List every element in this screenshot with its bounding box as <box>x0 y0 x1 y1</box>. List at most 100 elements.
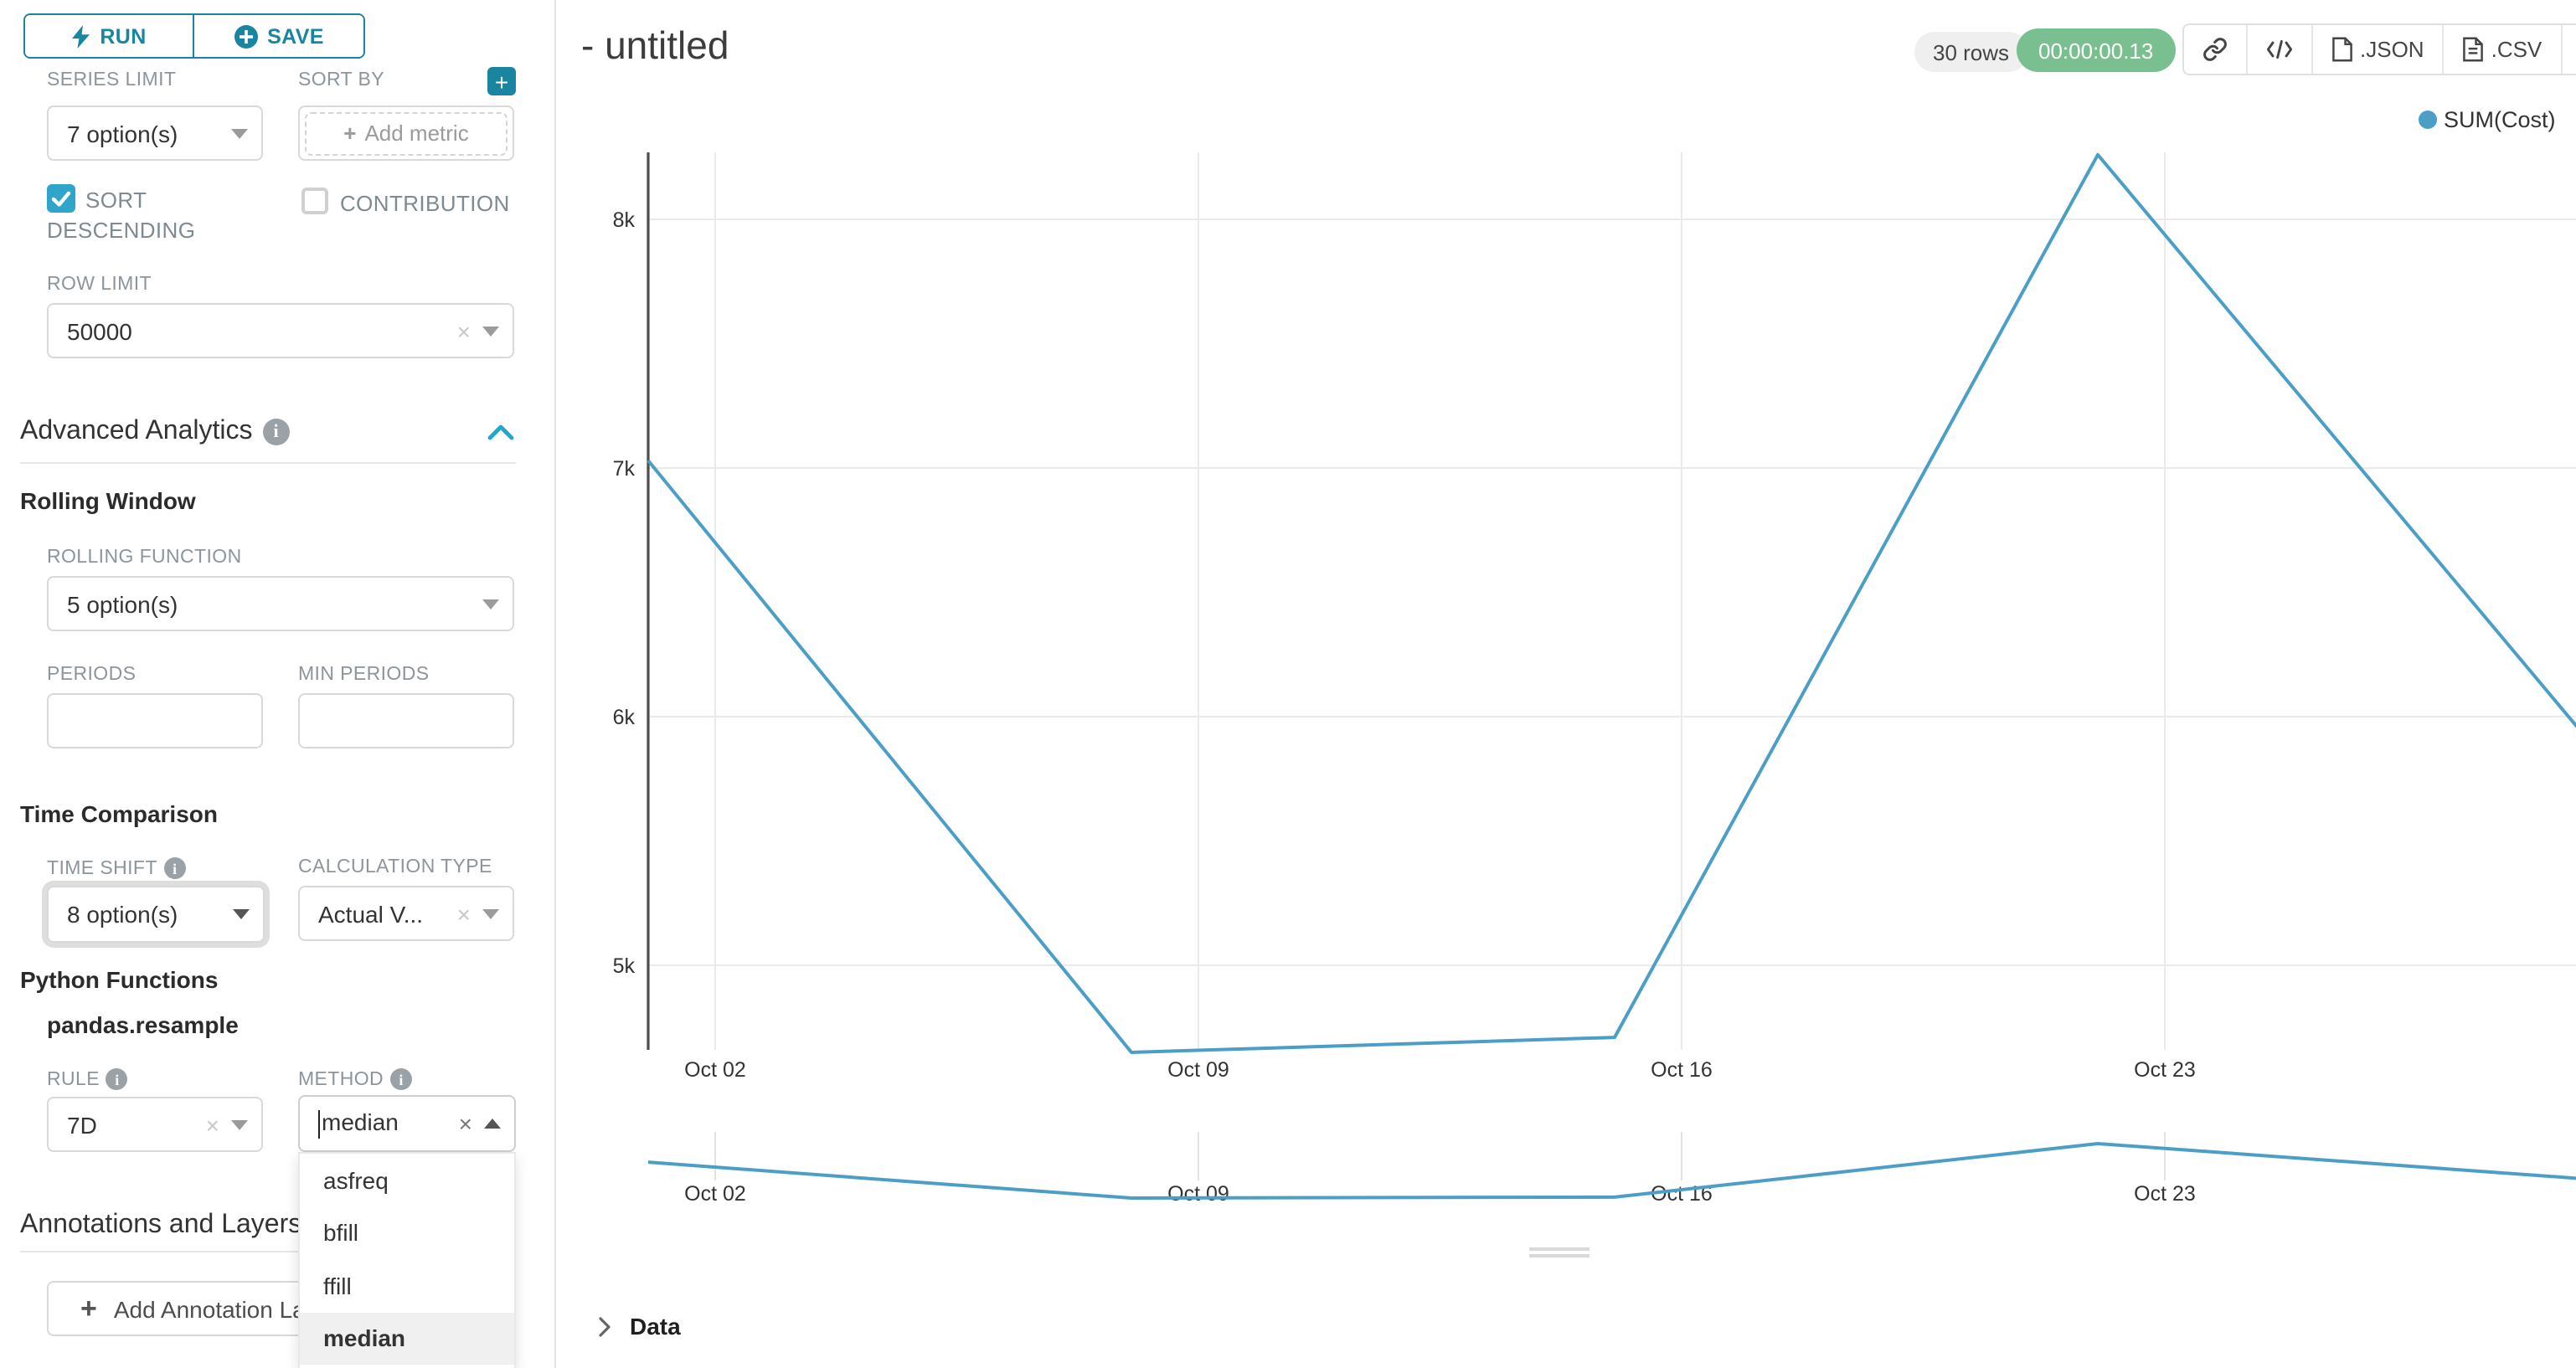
section-divider <box>20 1251 516 1252</box>
advanced-analytics-header[interactable]: Advanced Analytics i <box>20 417 290 447</box>
clear-icon[interactable]: × <box>456 317 471 344</box>
clear-icon[interactable]: × <box>458 1110 472 1137</box>
add-metric-label: Add metric <box>364 121 469 146</box>
run-button[interactable]: RUN <box>25 15 193 57</box>
chart-title[interactable]: - untitled <box>581 23 729 67</box>
python-functions-title: Python Functions <box>20 966 219 993</box>
svg-text:7k: 7k <box>613 457 636 481</box>
legend[interactable]: SUM(Cost) <box>2419 107 2556 132</box>
collapse-chevron-up-icon[interactable] <box>487 424 514 440</box>
save-button[interactable]: SAVE <box>193 15 363 57</box>
svg-text:8k: 8k <box>613 208 636 232</box>
sort-descending-label-2: DESCENDING <box>47 218 196 243</box>
svg-text:Oct 09: Oct 09 <box>1167 1058 1229 1082</box>
embed-code-button[interactable] <box>2246 25 2311 74</box>
pane-drag-handle[interactable] <box>1529 1247 1589 1251</box>
data-panel-toggle[interactable]: Data <box>598 1313 681 1340</box>
time-shift-select[interactable]: 8 option(s) <box>47 886 265 943</box>
info-icon[interactable]: i <box>390 1068 413 1090</box>
time-shift-label: TIME SHIFT i <box>47 857 186 879</box>
file-csv-icon <box>2463 37 2484 62</box>
svg-text:6k: 6k <box>613 706 636 729</box>
chevron-down-icon <box>231 1119 248 1129</box>
method-select[interactable]: median × <box>298 1095 516 1152</box>
copy-link-button[interactable] <box>2184 25 2246 74</box>
method-dropdown-menu: asfreq bfill ffill median <box>298 1152 516 1368</box>
method-input-value: median <box>318 1108 459 1139</box>
clear-icon[interactable]: × <box>205 1111 219 1138</box>
data-panel-label: Data <box>630 1313 681 1340</box>
periods-label: PERIODS <box>47 665 137 685</box>
chevron-down-icon <box>482 908 499 918</box>
method-label: METHOD i <box>298 1068 413 1090</box>
export-json-button[interactable]: .JSON <box>2311 25 2443 74</box>
periods-input[interactable] <box>47 693 263 748</box>
plus-icon: + <box>80 1293 97 1324</box>
calculation-type-value: Actual V... <box>318 900 424 927</box>
export-csv-label: .CSV <box>2491 37 2543 62</box>
sort-by-label: SORT BY <box>298 70 384 90</box>
row-limit-value: 50000 <box>67 317 132 344</box>
add-metric-plus-button[interactable]: + <box>487 67 516 95</box>
svg-text:Oct 02: Oct 02 <box>684 1182 746 1206</box>
info-icon[interactable]: i <box>106 1068 128 1090</box>
rule-select[interactable]: 7D × <box>47 1097 263 1152</box>
rows-badge: 30 rows <box>1914 32 2028 72</box>
rule-label-text: RULE <box>47 1069 100 1089</box>
pane-drag-handle[interactable] <box>1529 1254 1589 1257</box>
pandas-resample-label: pandas.resample <box>47 1011 239 1038</box>
legend-dot-icon <box>2419 111 2437 129</box>
line-chart[interactable]: 8k 7k 6k 5k Oct 02 Oct 09 Oct 16 Oct 23 Oct 02 Oc… <box>556 0 2576 1368</box>
add-metric-ghost-button[interactable]: + Add metric <box>305 111 507 155</box>
series-limit-value: 7 option(s) <box>67 120 178 147</box>
clear-icon[interactable]: × <box>456 900 471 927</box>
export-csv-button[interactable]: .CSV <box>2442 25 2561 74</box>
timer-badge: 00:00:00.13 <box>2017 28 2176 72</box>
text-cursor <box>318 1109 320 1139</box>
svg-text:Oct 02: Oct 02 <box>684 1058 746 1082</box>
save-label: SAVE <box>267 24 324 48</box>
svg-text:Oct 16: Oct 16 <box>1651 1058 1713 1082</box>
time-shift-value: 8 option(s) <box>67 901 178 928</box>
rolling-function-select[interactable]: 5 option(s) <box>47 576 514 631</box>
svg-text:Oct 23: Oct 23 <box>2134 1058 2196 1082</box>
method-option-asfreq[interactable]: asfreq <box>323 1166 389 1194</box>
sort-by-select[interactable]: + Add metric <box>298 105 514 161</box>
chevron-up-icon <box>484 1119 501 1129</box>
contribution-label: CONTRIBUTION <box>340 191 510 216</box>
rolling-window-title: Rolling Window <box>20 487 196 514</box>
svg-text:5k: 5k <box>613 954 636 978</box>
method-label-text: METHOD <box>298 1069 384 1089</box>
chevron-down-icon <box>231 128 248 138</box>
chevron-down-icon <box>482 326 499 336</box>
file-json-icon <box>2332 37 2352 62</box>
rolling-function-label: ROLLING FUNCTION <box>47 548 242 568</box>
check-icon <box>51 191 71 207</box>
row-limit-select[interactable]: 50000 × <box>47 303 514 358</box>
min-periods-input[interactable] <box>298 693 514 748</box>
run-save-button-group: RUN SAVE <box>23 13 365 59</box>
plus-circle-icon <box>234 24 258 48</box>
row-limit-label: ROW LIMIT <box>47 275 152 295</box>
calculation-type-select[interactable]: Actual V... × <box>298 886 514 941</box>
code-icon <box>2266 39 2293 59</box>
svg-text:Oct 23: Oct 23 <box>2134 1182 2196 1206</box>
export-json-label: .JSON <box>2360 37 2424 62</box>
series-limit-select[interactable]: 7 option(s) <box>47 105 263 161</box>
method-option-ffill[interactable]: ffill <box>323 1272 352 1299</box>
method-option-median[interactable]: median <box>300 1312 514 1365</box>
contribution-checkbox[interactable] <box>301 188 328 214</box>
link-icon <box>2203 38 2227 61</box>
advanced-analytics-title: Advanced Analytics <box>20 417 253 445</box>
info-icon[interactable]: i <box>262 419 290 445</box>
more-menu-button[interactable] <box>2560 25 2576 74</box>
time-shift-label-text: TIME SHIFT <box>47 858 157 878</box>
export-toolbar: .JSON .CSV <box>2182 23 2576 75</box>
rolling-function-value: 5 option(s) <box>67 590 178 617</box>
legend-label: SUM(Cost) <box>2444 107 2556 132</box>
sort-descending-checkbox[interactable] <box>47 184 75 213</box>
info-icon[interactable]: i <box>163 857 186 879</box>
method-option-bfill[interactable]: bfill <box>323 1219 359 1247</box>
rule-value: 7D <box>67 1111 97 1138</box>
